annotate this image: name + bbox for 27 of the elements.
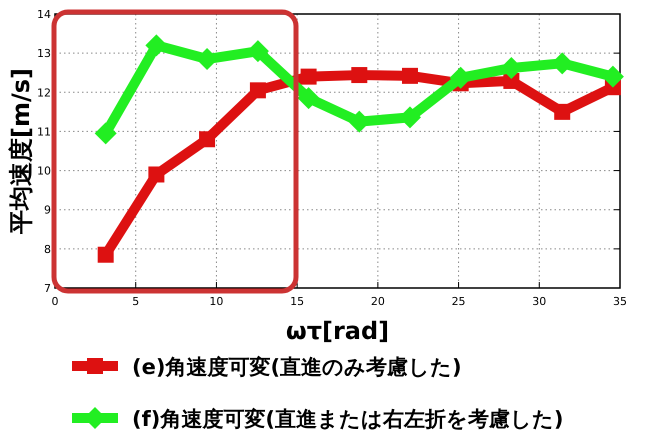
y-tick-label: 13 bbox=[37, 47, 51, 60]
point bbox=[148, 166, 164, 182]
x-tick-label: 15 bbox=[290, 295, 304, 308]
y-tick-label: 10 bbox=[37, 164, 51, 178]
point bbox=[300, 68, 317, 85]
x-tick-label: 10 bbox=[209, 295, 224, 308]
x-tick-label: 25 bbox=[452, 295, 466, 308]
point bbox=[554, 104, 570, 120]
point bbox=[250, 82, 266, 98]
x-tick-label: 30 bbox=[532, 295, 546, 308]
point bbox=[199, 131, 216, 148]
point bbox=[94, 122, 117, 144]
y-tick-label: 12 bbox=[37, 86, 51, 100]
y-axis-title: 平均速度[m/s] bbox=[7, 68, 35, 235]
x-tick-label: 5 bbox=[132, 295, 140, 308]
point bbox=[98, 246, 114, 263]
y-tick-label: 8 bbox=[44, 242, 51, 256]
x-tick-label: 20 bbox=[370, 295, 385, 308]
point bbox=[298, 87, 320, 110]
y-tick-label: 9 bbox=[44, 204, 51, 217]
x-axis-title: ωτ[rad] bbox=[286, 317, 390, 345]
legend-label: (e)角速度可変(直進のみ考慮した) bbox=[132, 355, 462, 379]
x-tick-label: 35 bbox=[613, 295, 627, 308]
y-tick-label: 7 bbox=[44, 282, 51, 295]
x-tick-label: 0 bbox=[52, 295, 58, 308]
y-tick-label: 11 bbox=[37, 125, 51, 138]
y-tick-label: 14 bbox=[37, 8, 51, 21]
